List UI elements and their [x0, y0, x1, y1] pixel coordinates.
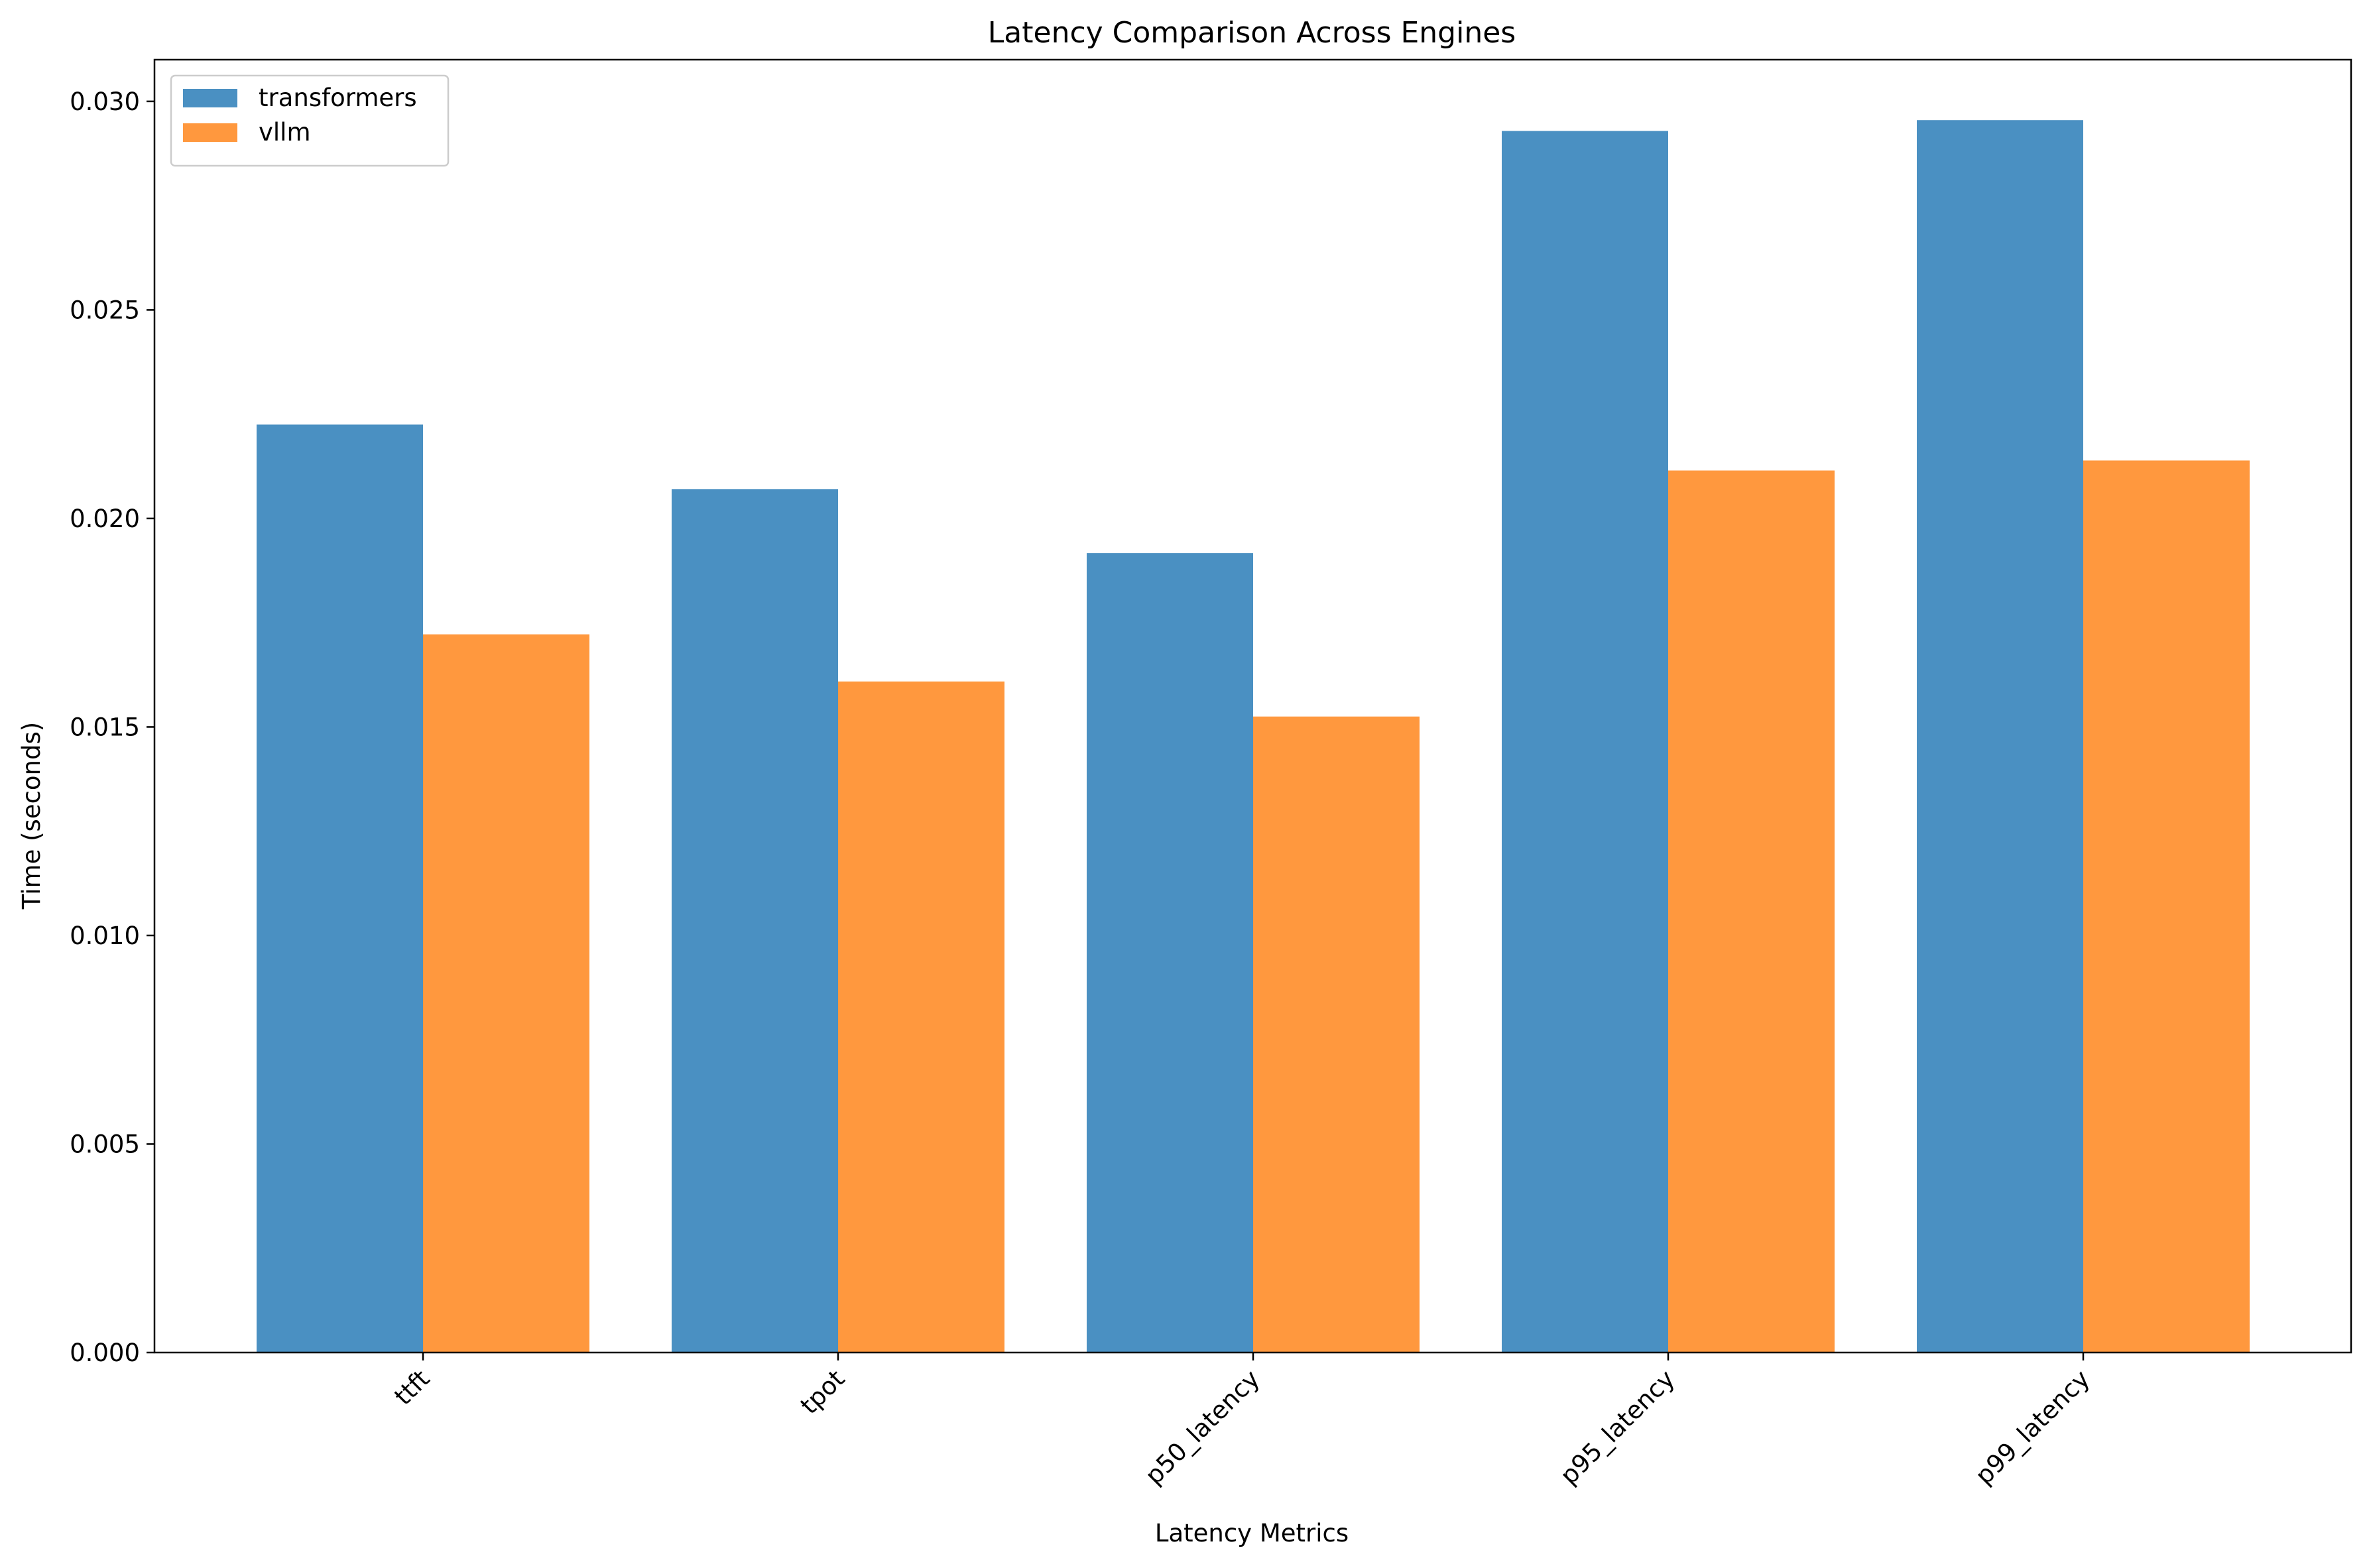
legend: transformers vllm: [170, 74, 450, 167]
bar-vllm-tpot: [838, 681, 1004, 1353]
bar-transformers-ttft: [257, 424, 423, 1353]
bar-transformers-tpot: [672, 489, 838, 1353]
bar-vllm-p95_latency: [1668, 470, 1835, 1353]
y-axis-label: Time (seconds): [17, 722, 46, 910]
y-tick-label: 0.020: [70, 505, 140, 533]
y-axis-ticks: 0.000 0.005 0.010 0.015 0.020 0.025 0.030: [70, 88, 154, 1367]
bar-vllm-p99_latency: [2083, 460, 2250, 1353]
bars-group: [257, 120, 2250, 1353]
x-axis-label: Latency Metrics: [1155, 1519, 1349, 1547]
x-tick-label-p95_latency: p95_latency: [1555, 1364, 1680, 1490]
legend-swatch-vllm: [183, 123, 237, 142]
x-tick-label-p50_latency: p50_latency: [1140, 1364, 1265, 1490]
y-tick-label: 0.000: [70, 1339, 140, 1367]
legend-label-transformers: transformers: [259, 84, 417, 112]
legend-box: [170, 74, 450, 167]
bar-vllm-ttft: [423, 634, 589, 1353]
x-tick-label-tpot: tpot: [795, 1364, 851, 1420]
bar-vllm-p50_latency: [1253, 716, 1420, 1353]
y-tick-label: 0.015: [70, 713, 140, 741]
y-tick-label: 0.005: [70, 1130, 140, 1158]
bar-transformers-p95_latency: [1502, 131, 1668, 1353]
x-tick-label-p99_latency: p99_latency: [1970, 1364, 2095, 1490]
plot-frame: [153, 58, 2352, 1354]
legend-swatch-transformers: [183, 89, 237, 107]
bar-transformers-p50_latency: [1087, 553, 1253, 1353]
x-axis-ticks: ttft tpot p50_latency p95_latency p99_latenc…: [389, 1353, 2095, 1490]
y-tick-label: 0.025: [70, 296, 140, 324]
legend-label-vllm: vllm: [259, 118, 311, 147]
chart-title: Latency Comparison Across Engines: [988, 16, 1516, 50]
y-tick-label: 0.010: [70, 922, 140, 950]
x-tick-label-ttft: ttft: [389, 1364, 435, 1411]
bar-transformers-p99_latency: [1917, 120, 2083, 1353]
y-tick-label: 0.030: [70, 88, 140, 116]
